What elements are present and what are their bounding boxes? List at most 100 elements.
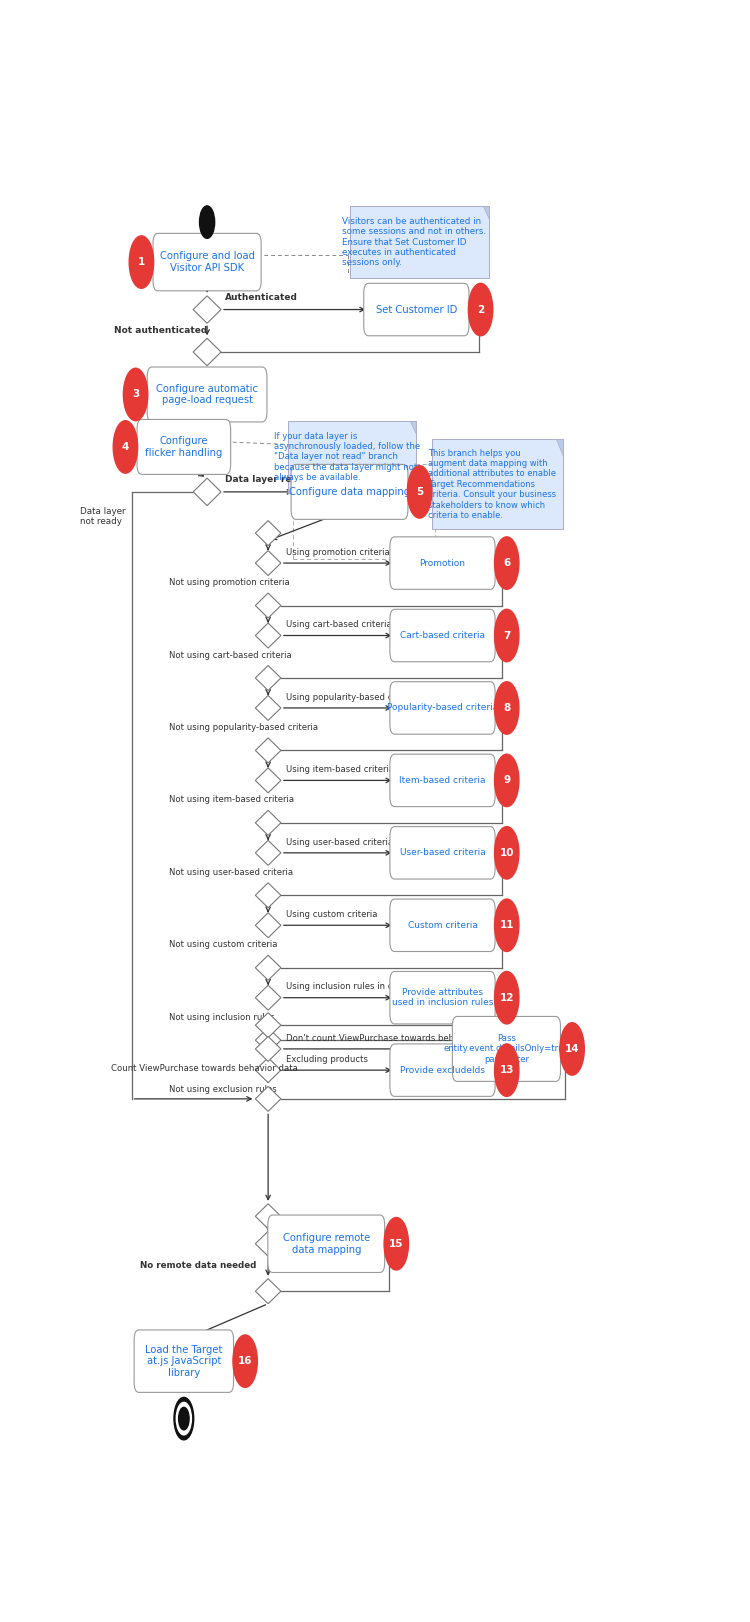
FancyBboxPatch shape [390,899,495,952]
FancyBboxPatch shape [364,284,469,336]
Text: Not using user-based criteria: Not using user-based criteria [170,868,293,878]
Circle shape [494,610,519,662]
Polygon shape [255,550,281,576]
Polygon shape [255,696,281,720]
Text: Using cart-based criteria: Using cart-based criteria [286,620,392,629]
Text: 2: 2 [477,305,484,315]
Polygon shape [255,767,281,793]
Text: Data layer ready: Data layer ready [224,475,310,485]
Text: 7: 7 [503,631,511,641]
FancyBboxPatch shape [268,1215,385,1273]
Text: Not authenticated: Not authenticated [114,326,207,334]
Text: 5: 5 [416,487,423,496]
Text: Not using promotion criteria: Not using promotion criteria [170,577,290,587]
Polygon shape [255,1028,281,1053]
FancyBboxPatch shape [390,537,495,589]
Text: Using promotion criteria: Using promotion criteria [286,548,389,556]
Text: Configure remote
data mapping: Configure remote data mapping [283,1233,370,1254]
Text: Configure data mapping: Configure data mapping [289,487,410,496]
Circle shape [178,1408,189,1431]
Text: 14: 14 [565,1045,580,1054]
Text: 1: 1 [138,256,145,268]
Polygon shape [194,295,221,323]
FancyBboxPatch shape [289,420,416,493]
Polygon shape [255,882,281,908]
Polygon shape [255,521,281,545]
FancyBboxPatch shape [291,464,408,519]
Text: 13: 13 [500,1066,514,1075]
Circle shape [233,1335,257,1387]
Text: Item-based criteria: Item-based criteria [399,775,486,785]
Text: Visitors can be authenticated in
some sessions and not in others.
Ensure that Se: Visitors can be authenticated in some se… [342,217,486,268]
Text: Not using cart-based criteria: Not using cart-based criteria [170,650,292,660]
Polygon shape [255,913,281,938]
Circle shape [124,368,148,420]
Polygon shape [255,985,281,1011]
Circle shape [494,537,519,589]
Text: User-based criteria: User-based criteria [400,848,485,858]
Polygon shape [194,339,221,365]
Polygon shape [255,1231,281,1255]
Circle shape [468,284,493,336]
Text: 11: 11 [500,920,514,931]
Text: 15: 15 [389,1239,404,1249]
Text: Data layer
not ready: Data layer not ready [80,506,125,526]
Text: No remote data needed: No remote data needed [140,1262,256,1270]
Circle shape [494,1045,519,1096]
FancyBboxPatch shape [390,681,495,735]
Polygon shape [255,665,281,691]
Polygon shape [255,1036,281,1061]
FancyBboxPatch shape [390,754,495,806]
Text: 9: 9 [503,775,510,785]
Text: Excluding products: Excluding products [286,1054,368,1064]
Text: Using popularity-based criteria: Using popularity-based criteria [286,693,418,702]
Text: 6: 6 [503,558,510,568]
Text: Popularity-based criteria: Popularity-based criteria [387,704,498,712]
Polygon shape [483,206,489,219]
Circle shape [560,1023,584,1075]
Circle shape [494,827,519,879]
Text: Configure
flicker handling: Configure flicker handling [146,436,223,457]
Circle shape [494,972,519,1023]
Polygon shape [410,420,416,433]
FancyBboxPatch shape [390,1045,495,1096]
Text: Using custom criteria: Using custom criteria [286,910,377,920]
Circle shape [494,754,519,806]
Text: If your data layer is
asynchronously loaded, follow the
"Data layer not read" br: If your data layer is asynchronously loa… [274,431,420,482]
Polygon shape [255,955,281,980]
Text: Cart-based criteria: Cart-based criteria [400,631,485,641]
Text: 4: 4 [122,441,129,453]
Text: Configure automatic
page-load request: Configure automatic page-load request [156,384,258,406]
Circle shape [407,466,432,517]
Text: Provide excludeIds: Provide excludeIds [400,1066,485,1075]
Text: Not using popularity-based criteria: Not using popularity-based criteria [170,723,319,732]
Text: Count ViewPurchase towards behavior data: Count ViewPurchase towards behavior data [111,1064,298,1072]
FancyBboxPatch shape [390,972,495,1023]
Polygon shape [255,811,281,835]
FancyBboxPatch shape [390,610,495,662]
Circle shape [129,235,154,289]
Polygon shape [255,1012,281,1038]
Circle shape [384,1218,409,1270]
Text: 3: 3 [132,389,140,399]
Text: 10: 10 [500,848,514,858]
Text: Set Customer ID: Set Customer ID [376,305,457,315]
Circle shape [176,1403,191,1435]
Text: 12: 12 [500,993,514,1002]
Text: Custom criteria: Custom criteria [407,921,478,929]
Polygon shape [255,738,281,762]
Polygon shape [255,594,281,618]
Text: Don't count ViewPurchase towards behavior data: Don't count ViewPurchase towards behavio… [286,1033,497,1043]
Circle shape [113,420,138,474]
Text: This branch helps you
augment data mapping with
additional attributes to enable
: This branch helps you augment data mappi… [428,449,556,521]
Text: Not using custom criteria: Not using custom criteria [170,941,278,949]
Text: Not using item-based criteria: Not using item-based criteria [170,795,295,805]
Text: Using user-based criteria: Using user-based criteria [286,837,393,847]
Text: Authenticated: Authenticated [224,294,298,302]
Text: Provide attributes
used in inclusion rules: Provide attributes used in inclusion rul… [392,988,494,1007]
Polygon shape [255,1058,281,1082]
Text: 8: 8 [503,702,510,714]
FancyBboxPatch shape [452,1017,560,1082]
FancyBboxPatch shape [134,1330,233,1392]
Text: Configure and load
Visitor API SDK: Configure and load Visitor API SDK [160,251,254,272]
